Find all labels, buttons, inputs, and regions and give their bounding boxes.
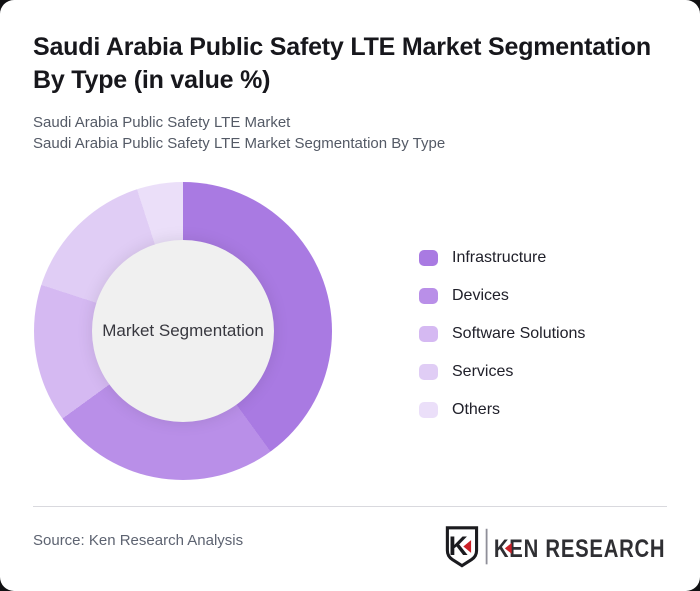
logo-divider bbox=[485, 528, 488, 565]
legend-label: Others bbox=[452, 401, 501, 418]
legend-label: Infrastructure bbox=[452, 249, 547, 266]
donut-center-label: Market Segmentation bbox=[102, 321, 264, 340]
legend-swatch bbox=[419, 288, 438, 304]
legend-label: Devices bbox=[452, 287, 509, 304]
legend-label: Services bbox=[452, 363, 514, 380]
logo-text: KEN RESEARCH bbox=[494, 536, 665, 563]
legend-item-services[interactable]: Services bbox=[419, 363, 585, 380]
legend-swatch bbox=[419, 364, 438, 380]
legend-label: Software Solutions bbox=[452, 325, 586, 342]
donut-chart-area: Market Segmentation bbox=[34, 182, 332, 480]
source-text: Source: Ken Research Analysis bbox=[33, 532, 244, 549]
logo-wordmark: KEN RESEARCH bbox=[494, 536, 665, 563]
page-title: Saudi Arabia Public Safety LTE Market Se… bbox=[33, 33, 651, 94]
ken-research-logo[interactable]: K KEN RESEARCH bbox=[441, 524, 669, 570]
legend-item-devices[interactable]: Devices bbox=[419, 287, 585, 304]
subtitle-line-2: Saudi Arabia Public Safety LTE Market Se… bbox=[33, 135, 446, 152]
legend-item-infrastructure[interactable]: Infrastructure bbox=[419, 249, 585, 266]
legend-swatch bbox=[419, 326, 438, 342]
logo-shield-icon: K bbox=[445, 526, 479, 568]
logo-monogram: K bbox=[449, 531, 468, 561]
subtitle-line-1: Saudi Arabia Public Safety LTE Market bbox=[33, 114, 291, 131]
donut-center: Market Segmentation bbox=[92, 240, 274, 422]
legend-swatch bbox=[419, 250, 438, 266]
chart-subtitles: Saudi Arabia Public Safety LTE Market Sa… bbox=[33, 112, 673, 154]
footer-divider bbox=[33, 506, 667, 507]
legend-item-others[interactable]: Others bbox=[419, 401, 585, 418]
legend-item-software-solutions[interactable]: Software Solutions bbox=[419, 325, 586, 342]
chart-legend: Infrastructure Devices Software Solution… bbox=[419, 249, 586, 440]
legend-swatch bbox=[419, 402, 438, 418]
